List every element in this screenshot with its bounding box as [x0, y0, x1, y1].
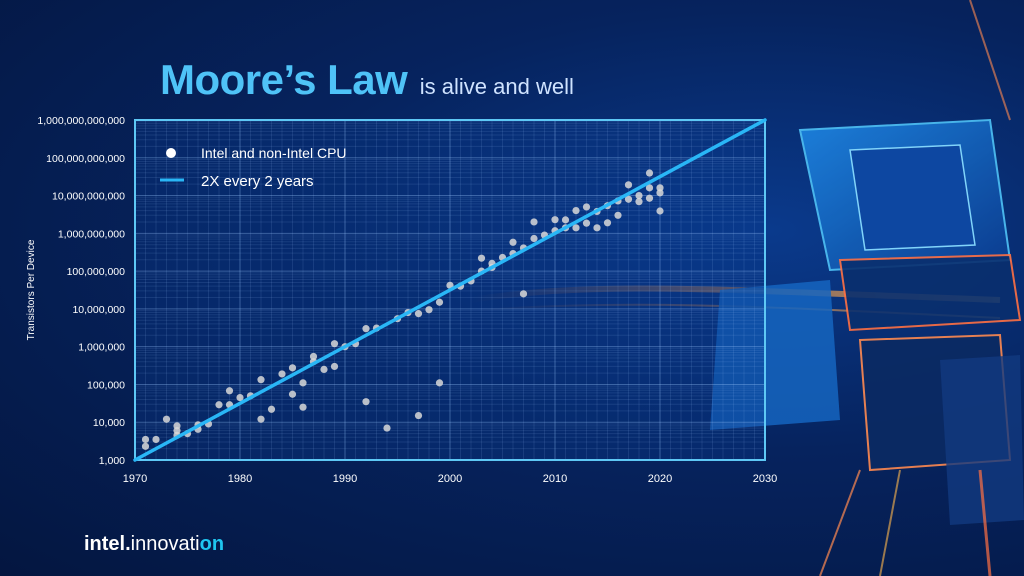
y-axis-label: Transistors Per Device [26, 239, 37, 340]
x-tick-label: 1970 [123, 473, 147, 485]
data-point [141, 442, 150, 450]
data-point [572, 224, 580, 232]
data-point [173, 422, 181, 430]
data-point [383, 424, 391, 432]
data-point [320, 365, 328, 374]
data-point [530, 234, 538, 243]
data-point [561, 216, 570, 224]
page-subtitle: is alive and well [419, 74, 574, 99]
data-point [435, 298, 444, 306]
legend-marker-cpu [166, 148, 176, 158]
y-tick-label: 10,000,000,000 [52, 191, 125, 203]
data-point [624, 195, 633, 203]
data-point [288, 364, 297, 372]
data-point [645, 184, 654, 192]
data-point [603, 219, 612, 227]
page-title: Moore’s Law [160, 56, 408, 103]
data-point [425, 306, 433, 314]
data-point [278, 370, 286, 378]
data-point [582, 219, 591, 227]
x-tick-label: 2020 [648, 473, 672, 485]
legend-label-cpu: Intel and non-Intel CPU [201, 145, 347, 161]
y-tick-label: 10,000 [93, 417, 125, 429]
data-point [330, 340, 339, 348]
data-point [645, 194, 654, 202]
x-tick-label: 2030 [753, 473, 777, 485]
y-tick-label: 1,000,000,000 [58, 228, 125, 240]
data-point [551, 216, 559, 224]
data-point [362, 325, 370, 333]
data-point [299, 403, 307, 411]
data-point [593, 224, 601, 232]
data-point [215, 401, 223, 409]
data-point [309, 352, 318, 361]
y-tick-label: 100,000,000 [67, 266, 126, 278]
data-point [362, 398, 370, 406]
plot-frame [134, 119, 766, 461]
intel-innovation-logo: intel.innovation [84, 533, 225, 555]
data-point [435, 379, 444, 387]
data-point [152, 435, 160, 444]
data-point [414, 411, 423, 420]
data-point [141, 435, 150, 444]
x-tick-label: 2000 [438, 473, 462, 485]
data-point [656, 184, 664, 192]
data-point [330, 362, 339, 371]
data-point [624, 181, 633, 189]
legend-label-trend: 2X every 2 years [201, 173, 314, 190]
y-tick-label: 100,000,000,000 [46, 153, 125, 165]
data-point [267, 405, 276, 413]
y-tick-label: 10,000,000 [72, 304, 125, 316]
data-point [519, 290, 528, 298]
data-point [162, 415, 171, 423]
data-point [614, 211, 622, 219]
data-point [656, 207, 664, 215]
data-point [530, 218, 538, 226]
y-tick-label: 1,000,000,000,000 [37, 115, 125, 127]
data-point [414, 310, 423, 318]
data-point [257, 376, 265, 384]
data-point [656, 189, 664, 197]
x-tick-label: 1990 [333, 473, 357, 485]
x-tick-label: 1980 [228, 473, 252, 485]
data-point [572, 206, 580, 215]
data-point [299, 379, 307, 387]
data-point [257, 415, 265, 423]
data-point [225, 387, 234, 395]
data-point [509, 238, 517, 246]
title-row: Moore’s Law is alive and well [160, 56, 574, 104]
y-tick-label: 100,000 [87, 379, 125, 391]
data-point [477, 254, 486, 262]
data-point [635, 191, 643, 200]
y-tick-label: 1,000 [99, 455, 125, 467]
data-point [645, 169, 654, 177]
data-point [236, 393, 244, 402]
trend-line-2x-every-2-years [133, 118, 767, 462]
x-tick-label: 2010 [543, 473, 567, 485]
data-point [288, 390, 297, 398]
y-tick-label: 1,000,000 [78, 342, 125, 354]
data-point [635, 198, 643, 206]
data-point [582, 203, 591, 211]
